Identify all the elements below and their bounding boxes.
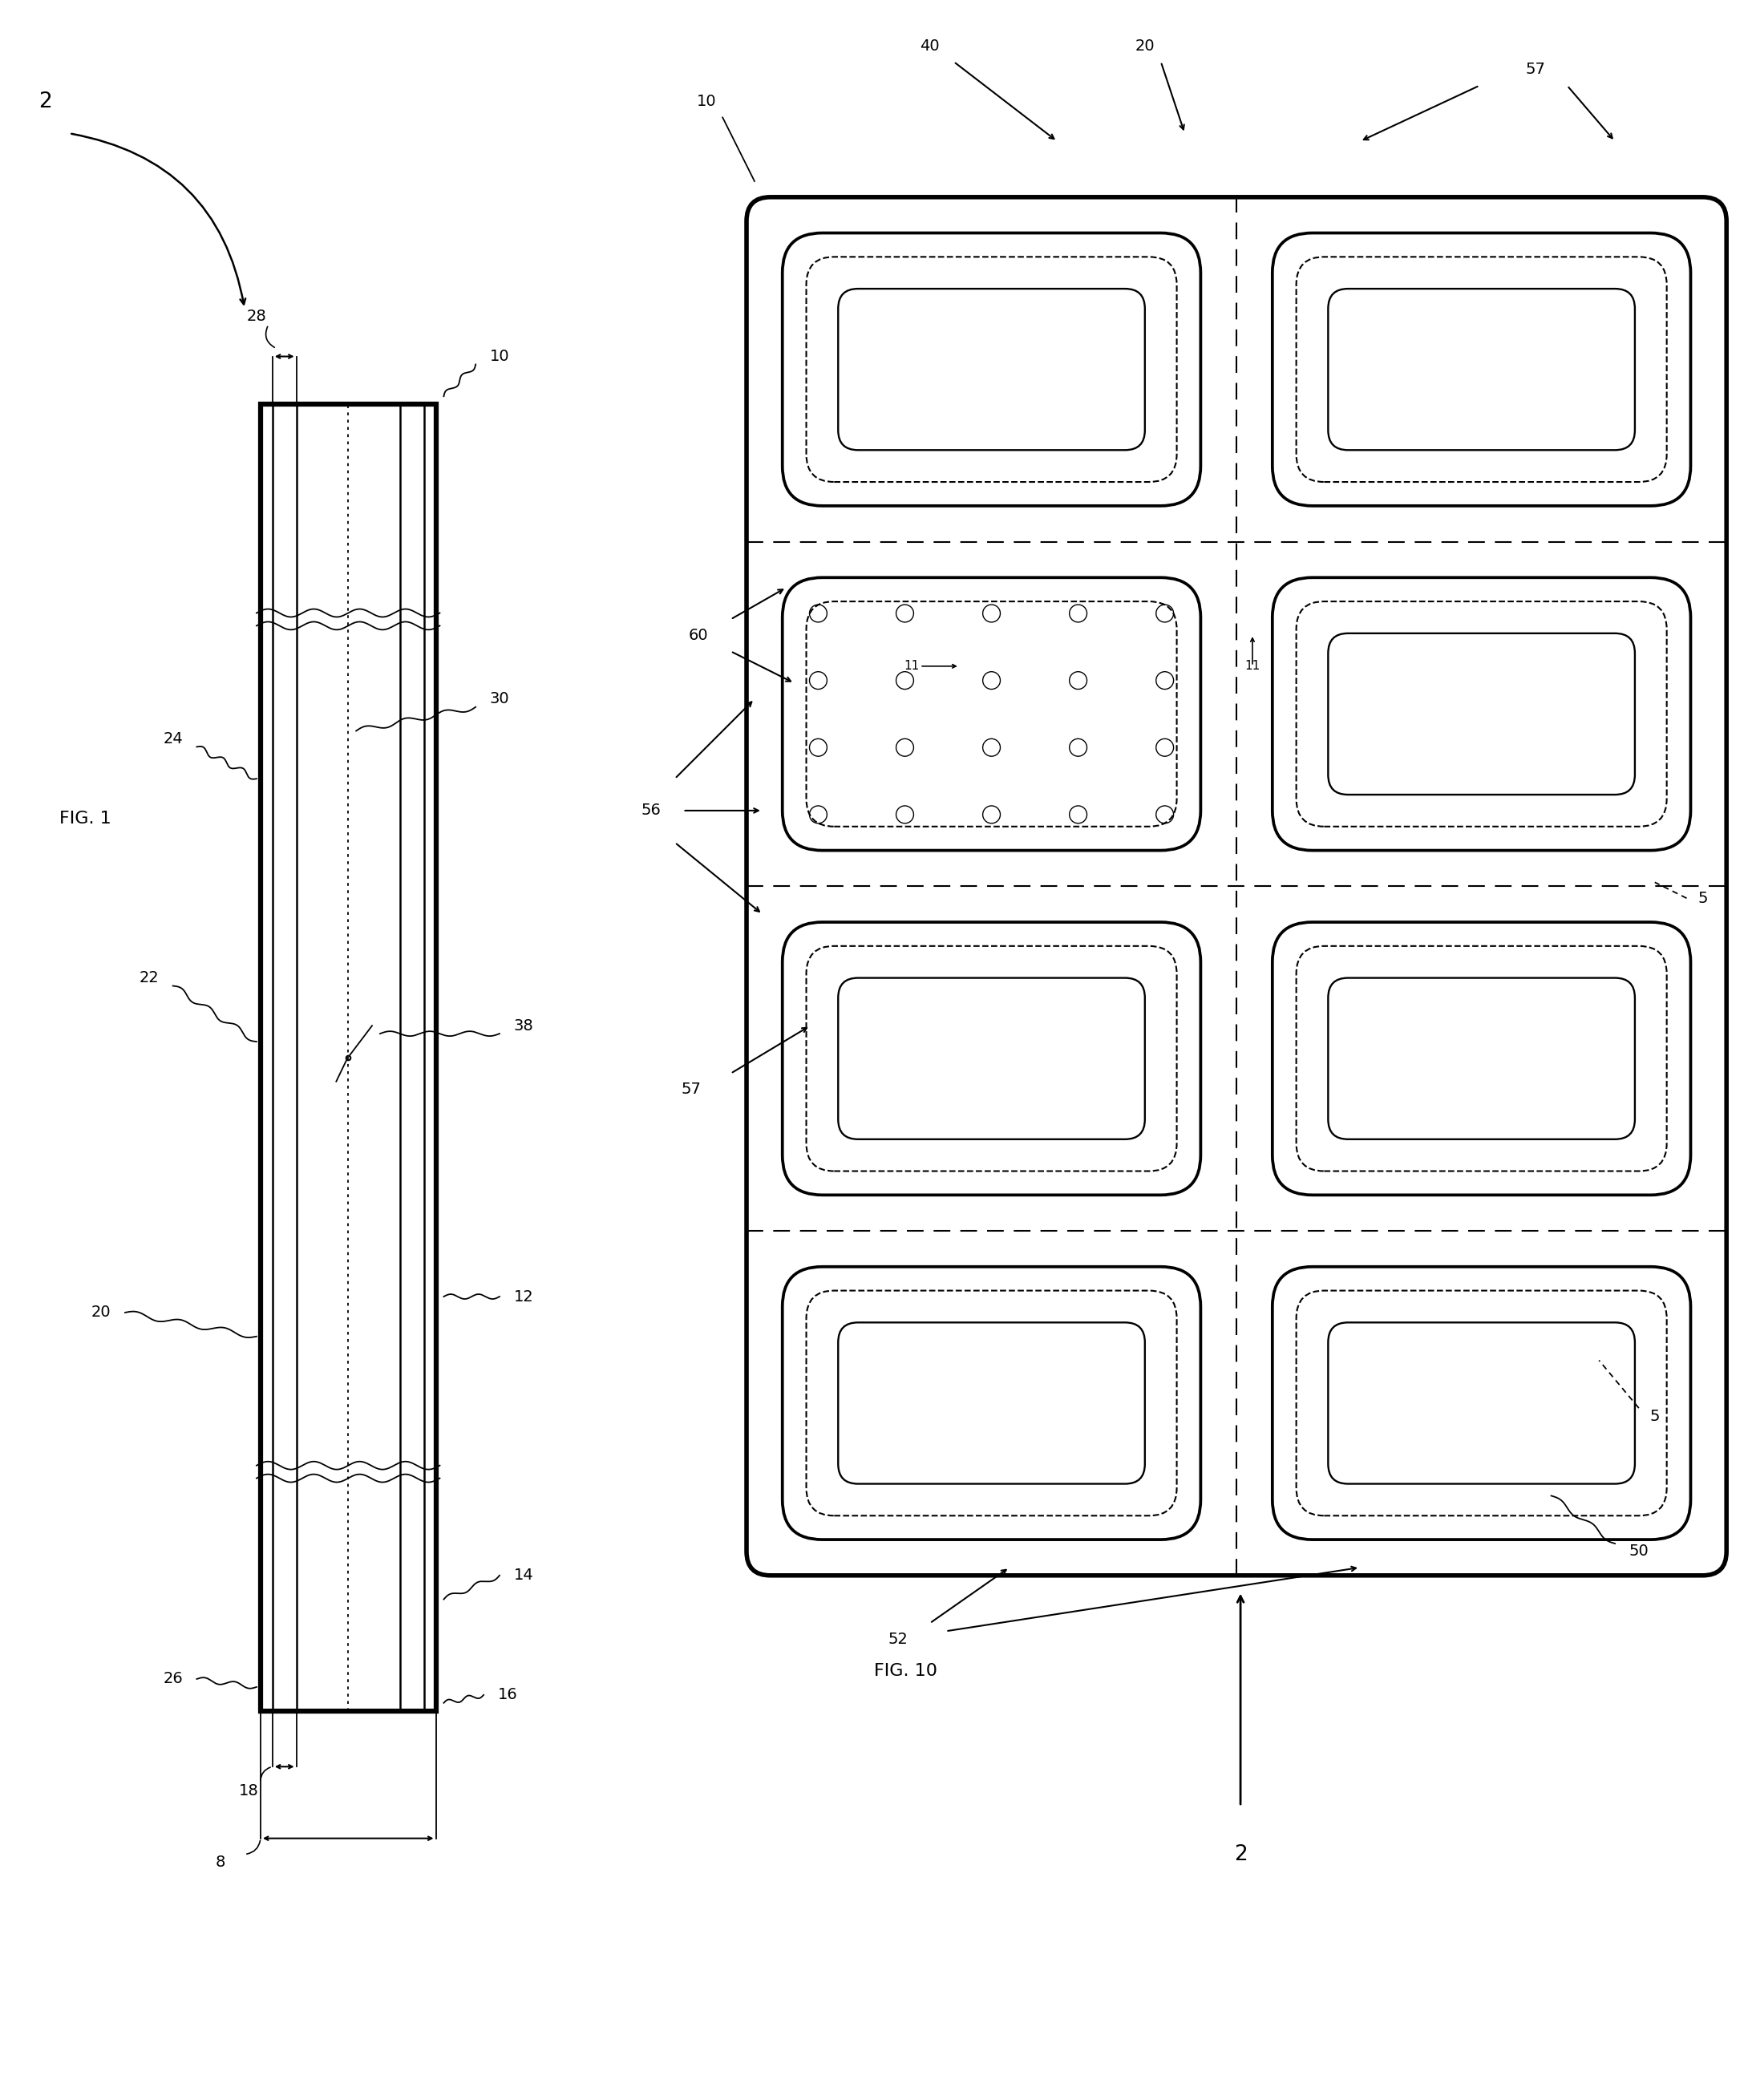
Text: 20: 20 [91, 1304, 112, 1321]
Bar [260, 405, 435, 1711]
Text: 26: 26 [163, 1672, 184, 1686]
Text: 50: 50 [1629, 1544, 1648, 1558]
Text: 2: 2 [1234, 1844, 1248, 1865]
FancyArrowPatch shape [1363, 86, 1477, 141]
FancyArrowPatch shape [72, 134, 245, 304]
Text: 57: 57 [680, 1082, 701, 1096]
FancyArrowPatch shape [1161, 63, 1183, 130]
Text: 20: 20 [1134, 38, 1155, 52]
FancyArrowPatch shape [956, 63, 1054, 139]
Text: 22: 22 [140, 970, 159, 985]
Text: 24: 24 [163, 731, 184, 746]
Text: 56: 56 [642, 802, 661, 819]
Text: FIG. 1: FIG. 1 [59, 811, 112, 827]
Text: FIG. 10: FIG. 10 [874, 1663, 937, 1680]
Text: 2: 2 [38, 90, 52, 111]
Text: 40: 40 [919, 38, 940, 52]
Text: 5: 5 [1650, 1409, 1661, 1424]
Text: 11: 11 [904, 659, 919, 672]
Text: 57: 57 [1526, 63, 1545, 78]
FancyArrowPatch shape [947, 1567, 1356, 1632]
FancyArrowPatch shape [676, 844, 759, 911]
Text: 16: 16 [498, 1686, 517, 1703]
Text: 10: 10 [489, 349, 509, 363]
FancyArrowPatch shape [932, 1571, 1007, 1621]
FancyArrowPatch shape [685, 809, 759, 813]
Text: 60: 60 [689, 628, 708, 643]
Text: 12: 12 [514, 1289, 533, 1304]
FancyArrowPatch shape [1568, 88, 1612, 139]
Text: 52: 52 [888, 1632, 907, 1646]
Text: 11: 11 [1245, 659, 1260, 672]
FancyArrowPatch shape [676, 701, 752, 777]
FancyArrowPatch shape [266, 328, 274, 347]
FancyArrowPatch shape [246, 1840, 260, 1854]
Text: 18: 18 [239, 1783, 259, 1798]
FancyArrowPatch shape [732, 653, 790, 680]
FancyArrowPatch shape [260, 1768, 271, 1781]
Text: 5: 5 [1697, 890, 1708, 905]
Text: 30: 30 [489, 691, 509, 708]
Text: 8: 8 [215, 1854, 225, 1869]
FancyArrowPatch shape [732, 590, 783, 617]
Text: 14: 14 [514, 1569, 533, 1583]
FancyArrowPatch shape [732, 1027, 808, 1073]
Text: 28: 28 [246, 309, 266, 323]
Text: 10: 10 [697, 94, 717, 109]
Text: 38: 38 [514, 1018, 533, 1033]
